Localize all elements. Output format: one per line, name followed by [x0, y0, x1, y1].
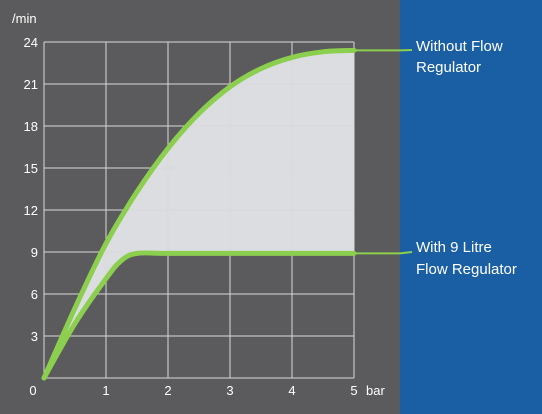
y-unit-label: /min: [12, 11, 37, 26]
y-tick-label: 6: [31, 287, 38, 302]
y-tick-label: 18: [24, 119, 38, 134]
callout-label-line: Regulator: [416, 59, 481, 76]
y-tick-label: 24: [24, 35, 38, 50]
callout-leader-line: [354, 251, 413, 255]
callout-without-regulator: Without Flow Regulator: [354, 38, 503, 76]
x-tick-label: 3: [226, 383, 233, 398]
callout-label-line: Without Flow: [416, 38, 503, 55]
y-tick-label: 15: [24, 161, 38, 176]
y-tick-label: 9: [31, 245, 38, 260]
series-line-without-regulator: [41, 47, 357, 381]
y-tick-label: 21: [24, 77, 38, 92]
x-tick-label: 2: [164, 383, 171, 398]
series-line-with-regulator: [41, 250, 357, 381]
callout-label-line: With 9 Litre: [416, 239, 492, 256]
x-tick-label: 4: [288, 383, 295, 398]
x-tick-label: 0: [29, 383, 36, 398]
y-tick-label: 12: [24, 203, 38, 218]
callout-label-line: Flow Regulator: [416, 261, 517, 278]
callout-with-regulator: With 9 Litre Flow Regulator: [354, 239, 517, 278]
y-tick-label: 3: [31, 329, 38, 344]
x-unit-label: bar: [366, 383, 385, 398]
x-tick-label: 1: [102, 383, 109, 398]
x-tick-label: 5: [350, 383, 357, 398]
shaded-difference-area: [44, 50, 354, 379]
